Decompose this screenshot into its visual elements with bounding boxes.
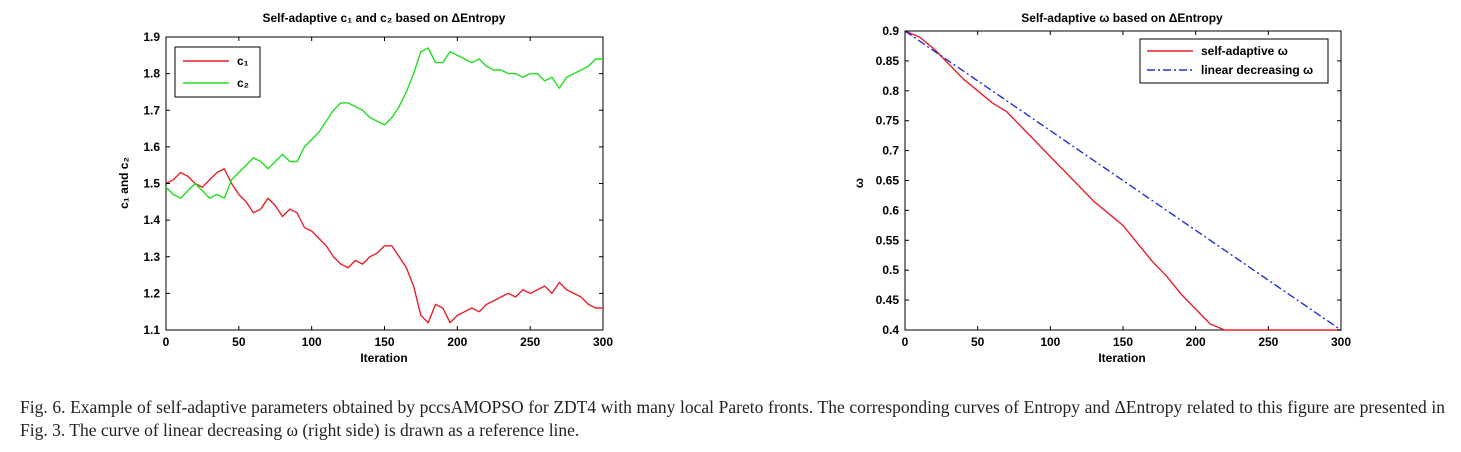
legend-label-self-adaptive: self-adaptive ω	[1201, 44, 1288, 58]
y-tick-label: 1.2	[143, 286, 160, 300]
x-tick-label: 150	[374, 335, 394, 349]
figure-canvas: Self-adaptive c₁ and c₂ based on ΔEntrop…	[117, 11, 1351, 365]
legend-label-c2: c₂	[237, 76, 249, 90]
x-tick-label: 300	[593, 335, 613, 349]
y-tick-label: 0.8	[882, 84, 899, 98]
y-tick-label: 0.5	[882, 263, 899, 277]
legend-label-c1: c₁	[237, 54, 249, 68]
y-tick-label: 1.1	[143, 323, 160, 337]
y-tick-label: 0.6	[882, 203, 899, 217]
chart-c1-c2: Self-adaptive c₁ and c₂ based on ΔEntrop…	[117, 11, 613, 365]
y-tick-label: 1.7	[143, 103, 160, 117]
x-tick-label: 0	[163, 335, 170, 349]
chart-title: Self-adaptive ω based on ΔEntropy	[1021, 11, 1223, 25]
y-axis-label: c₁ and c₂	[117, 157, 131, 209]
y-tick-label: 1.4	[143, 213, 160, 227]
x-tick-label: 100	[1040, 335, 1060, 349]
series-line-1	[165, 168, 603, 324]
x-tick-label: 200	[1186, 335, 1206, 349]
legend-box	[1139, 38, 1329, 84]
x-tick-label: 250	[520, 335, 540, 349]
y-tick-label: 0.75	[876, 114, 900, 128]
y-tick-label: 1.5	[143, 177, 160, 191]
y-tick-label: 1.9	[143, 30, 160, 44]
y-tick-label: 0.9	[882, 24, 899, 38]
x-tick-label: 300	[1331, 335, 1351, 349]
legend: c₁ c₂	[174, 46, 261, 98]
legend-box	[174, 46, 261, 98]
x-axis-label: Iteration	[360, 351, 407, 365]
x-tick-label: 100	[302, 335, 322, 349]
figure-caption: Fig. 6. Example of self-adaptive paramet…	[20, 397, 1445, 440]
series-line-2	[165, 47, 603, 199]
y-axis-label: ω	[852, 178, 866, 188]
y-tick-label: 1.8	[143, 67, 160, 81]
x-tick-label: 50	[971, 335, 985, 349]
legend-label-linear: linear decreasing ω	[1201, 63, 1313, 77]
y-tick-label: 0.4	[882, 323, 899, 337]
y-tick-label: 1.6	[143, 140, 160, 154]
x-tick-label: 250	[1258, 335, 1278, 349]
y-tick-label: 0.65	[876, 174, 900, 188]
y-tick-label: 0.85	[876, 54, 900, 68]
x-tick-label: 0	[902, 335, 909, 349]
y-tick-label: 0.7	[882, 144, 899, 158]
y-tick-label: 0.55	[876, 233, 900, 247]
y-tick-label: 0.45	[876, 293, 900, 307]
y-tick-label: 1.3	[143, 250, 160, 264]
chart-title: Self-adaptive c₁ and c₂ based on ΔEntrop…	[263, 11, 506, 25]
legend: self-adaptive ω linear decreasing ω	[1139, 38, 1329, 84]
x-tick-label: 50	[232, 335, 246, 349]
x-tick-label: 150	[1113, 335, 1133, 349]
x-tick-label: 200	[447, 335, 467, 349]
chart-omega: Self-adaptive ω based on ΔEntropy 0 50 100…	[852, 11, 1351, 365]
x-axis-label: Iteration	[1098, 351, 1145, 365]
